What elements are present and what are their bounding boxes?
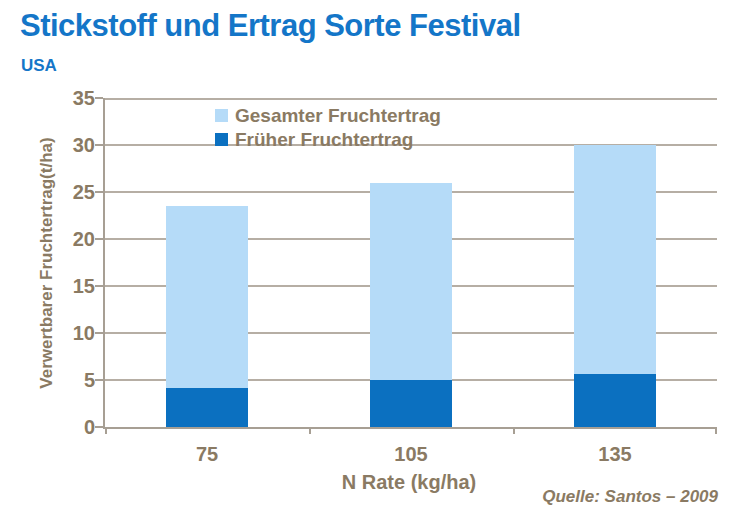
chart-legend: Gesamter Fruchtertrag Früher Fruchtertrag [215,105,441,153]
x-tick-label-135: 135 [565,443,665,466]
y-tick-label-10: 10 [53,321,95,345]
y-tick-mark-10 [95,332,103,334]
y-tick-mark-35 [95,97,103,99]
y-axis-title: Verwertbarer Fruchtertrag(t/ha) [37,137,57,388]
x-boundary-tick-0 [105,427,107,434]
y-tick-label-25: 25 [53,180,95,204]
y-tick-mark-25 [95,191,103,193]
legend-swatch-1 [215,133,228,146]
y-tick-mark-30 [95,144,103,146]
legend-item-0: Gesamter Fruchtertrag [215,105,441,126]
y-tick-label-15: 15 [53,274,95,298]
x-boundary-tick-3 [715,427,717,434]
slide: Stickstoff und Ertrag Sorte Festival USA… [0,0,730,515]
y-tick-label-30: 30 [53,133,95,157]
y-tick-mark-15 [95,285,103,287]
y-tick-mark-5 [95,379,103,381]
x-boundary-tick-2 [513,427,515,434]
source-credit: Quelle: Santos – 2009 [542,487,718,507]
bar-early-75 [166,388,248,427]
legend-label-0: Gesamter Fruchtertrag [235,105,441,126]
y-tick-label-20: 20 [53,227,95,251]
y-tick-mark-20 [95,238,103,240]
x-tick-label-105: 105 [361,443,461,466]
bar-early-135 [574,374,656,427]
page-subtitle: USA [21,56,57,76]
gridline-35 [105,98,717,100]
legend-swatch-0 [215,109,228,122]
page-title: Stickstoff und Ertrag Sorte Festival [20,8,521,44]
y-tick-label-5: 5 [53,368,95,392]
chart-plot-area: Gesamter Fruchtertrag Früher Fruchtertrag… [103,98,717,429]
legend-label-1: Früher Fruchtertrag [235,129,413,150]
x-boundary-tick-1 [309,427,311,434]
x-tick-label-75: 75 [157,443,257,466]
x-axis-title: N Rate (kg/ha) [342,471,476,494]
bar-early-105 [370,380,452,427]
y-tick-label-35: 35 [53,86,95,110]
y-tick-label-0: 0 [53,415,95,439]
legend-item-1: Früher Fruchtertrag [215,129,441,150]
y-tick-mark-0 [95,426,103,428]
